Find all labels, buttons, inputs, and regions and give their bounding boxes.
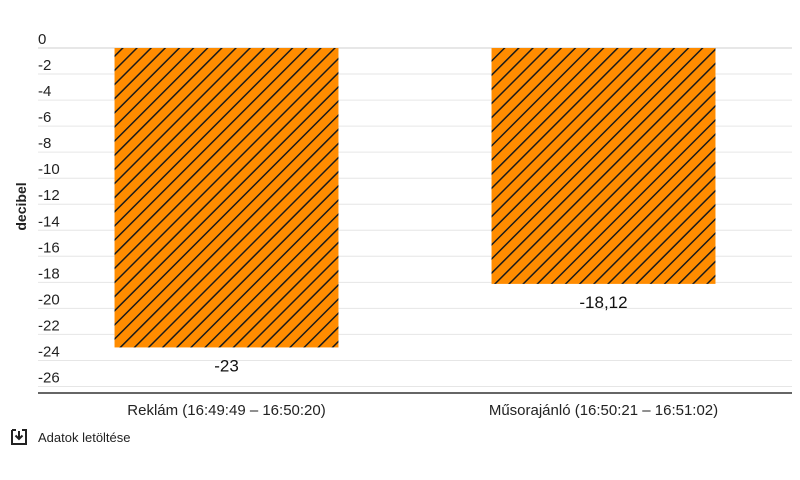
x-category-label: Reklám (16:49:49 – 16:50:20): [127, 402, 325, 419]
y-tick-label: -22: [38, 317, 60, 334]
y-tick-label: -4: [38, 83, 51, 100]
x-category-label: Műsorajánló (16:50:21 – 16:51:02): [489, 402, 718, 419]
bar[interactable]: [114, 48, 339, 348]
y-axis-ticks: 0 -2 -4 -6 -8 -10 -12 -14 -16 -18 -20 -22 -24 -26: [38, 31, 60, 386]
download-label: Adatok letöltése: [38, 429, 131, 445]
bar[interactable]: [491, 48, 716, 284]
data-labels: -23 -18,12: [214, 293, 627, 376]
y-tick-label: -6: [38, 109, 51, 126]
bars: [114, 48, 716, 348]
download-icon: [11, 429, 27, 445]
y-tick-label: -18: [38, 265, 60, 282]
y-axis-label: decibel: [13, 182, 29, 230]
y-tick-label: -12: [38, 187, 60, 204]
y-tick-label: 0: [38, 31, 46, 48]
bar-value-label: -18,12: [579, 293, 627, 312]
y-tick-label: -2: [38, 57, 51, 74]
y-tick-label: -14: [38, 213, 60, 230]
y-tick-label: -26: [38, 369, 60, 386]
y-tick-label: -10: [38, 161, 60, 178]
y-tick-label: -20: [38, 291, 60, 308]
x-axis-categories: Reklám (16:49:49 – 16:50:20) Műsorajánló …: [127, 402, 718, 419]
download-data-button[interactable]: Adatok letöltése: [10, 428, 131, 446]
bar-value-label: -23: [214, 356, 239, 375]
y-tick-label: -16: [38, 239, 60, 256]
y-tick-label: -8: [38, 135, 51, 152]
y-tick-label: -24: [38, 343, 60, 360]
